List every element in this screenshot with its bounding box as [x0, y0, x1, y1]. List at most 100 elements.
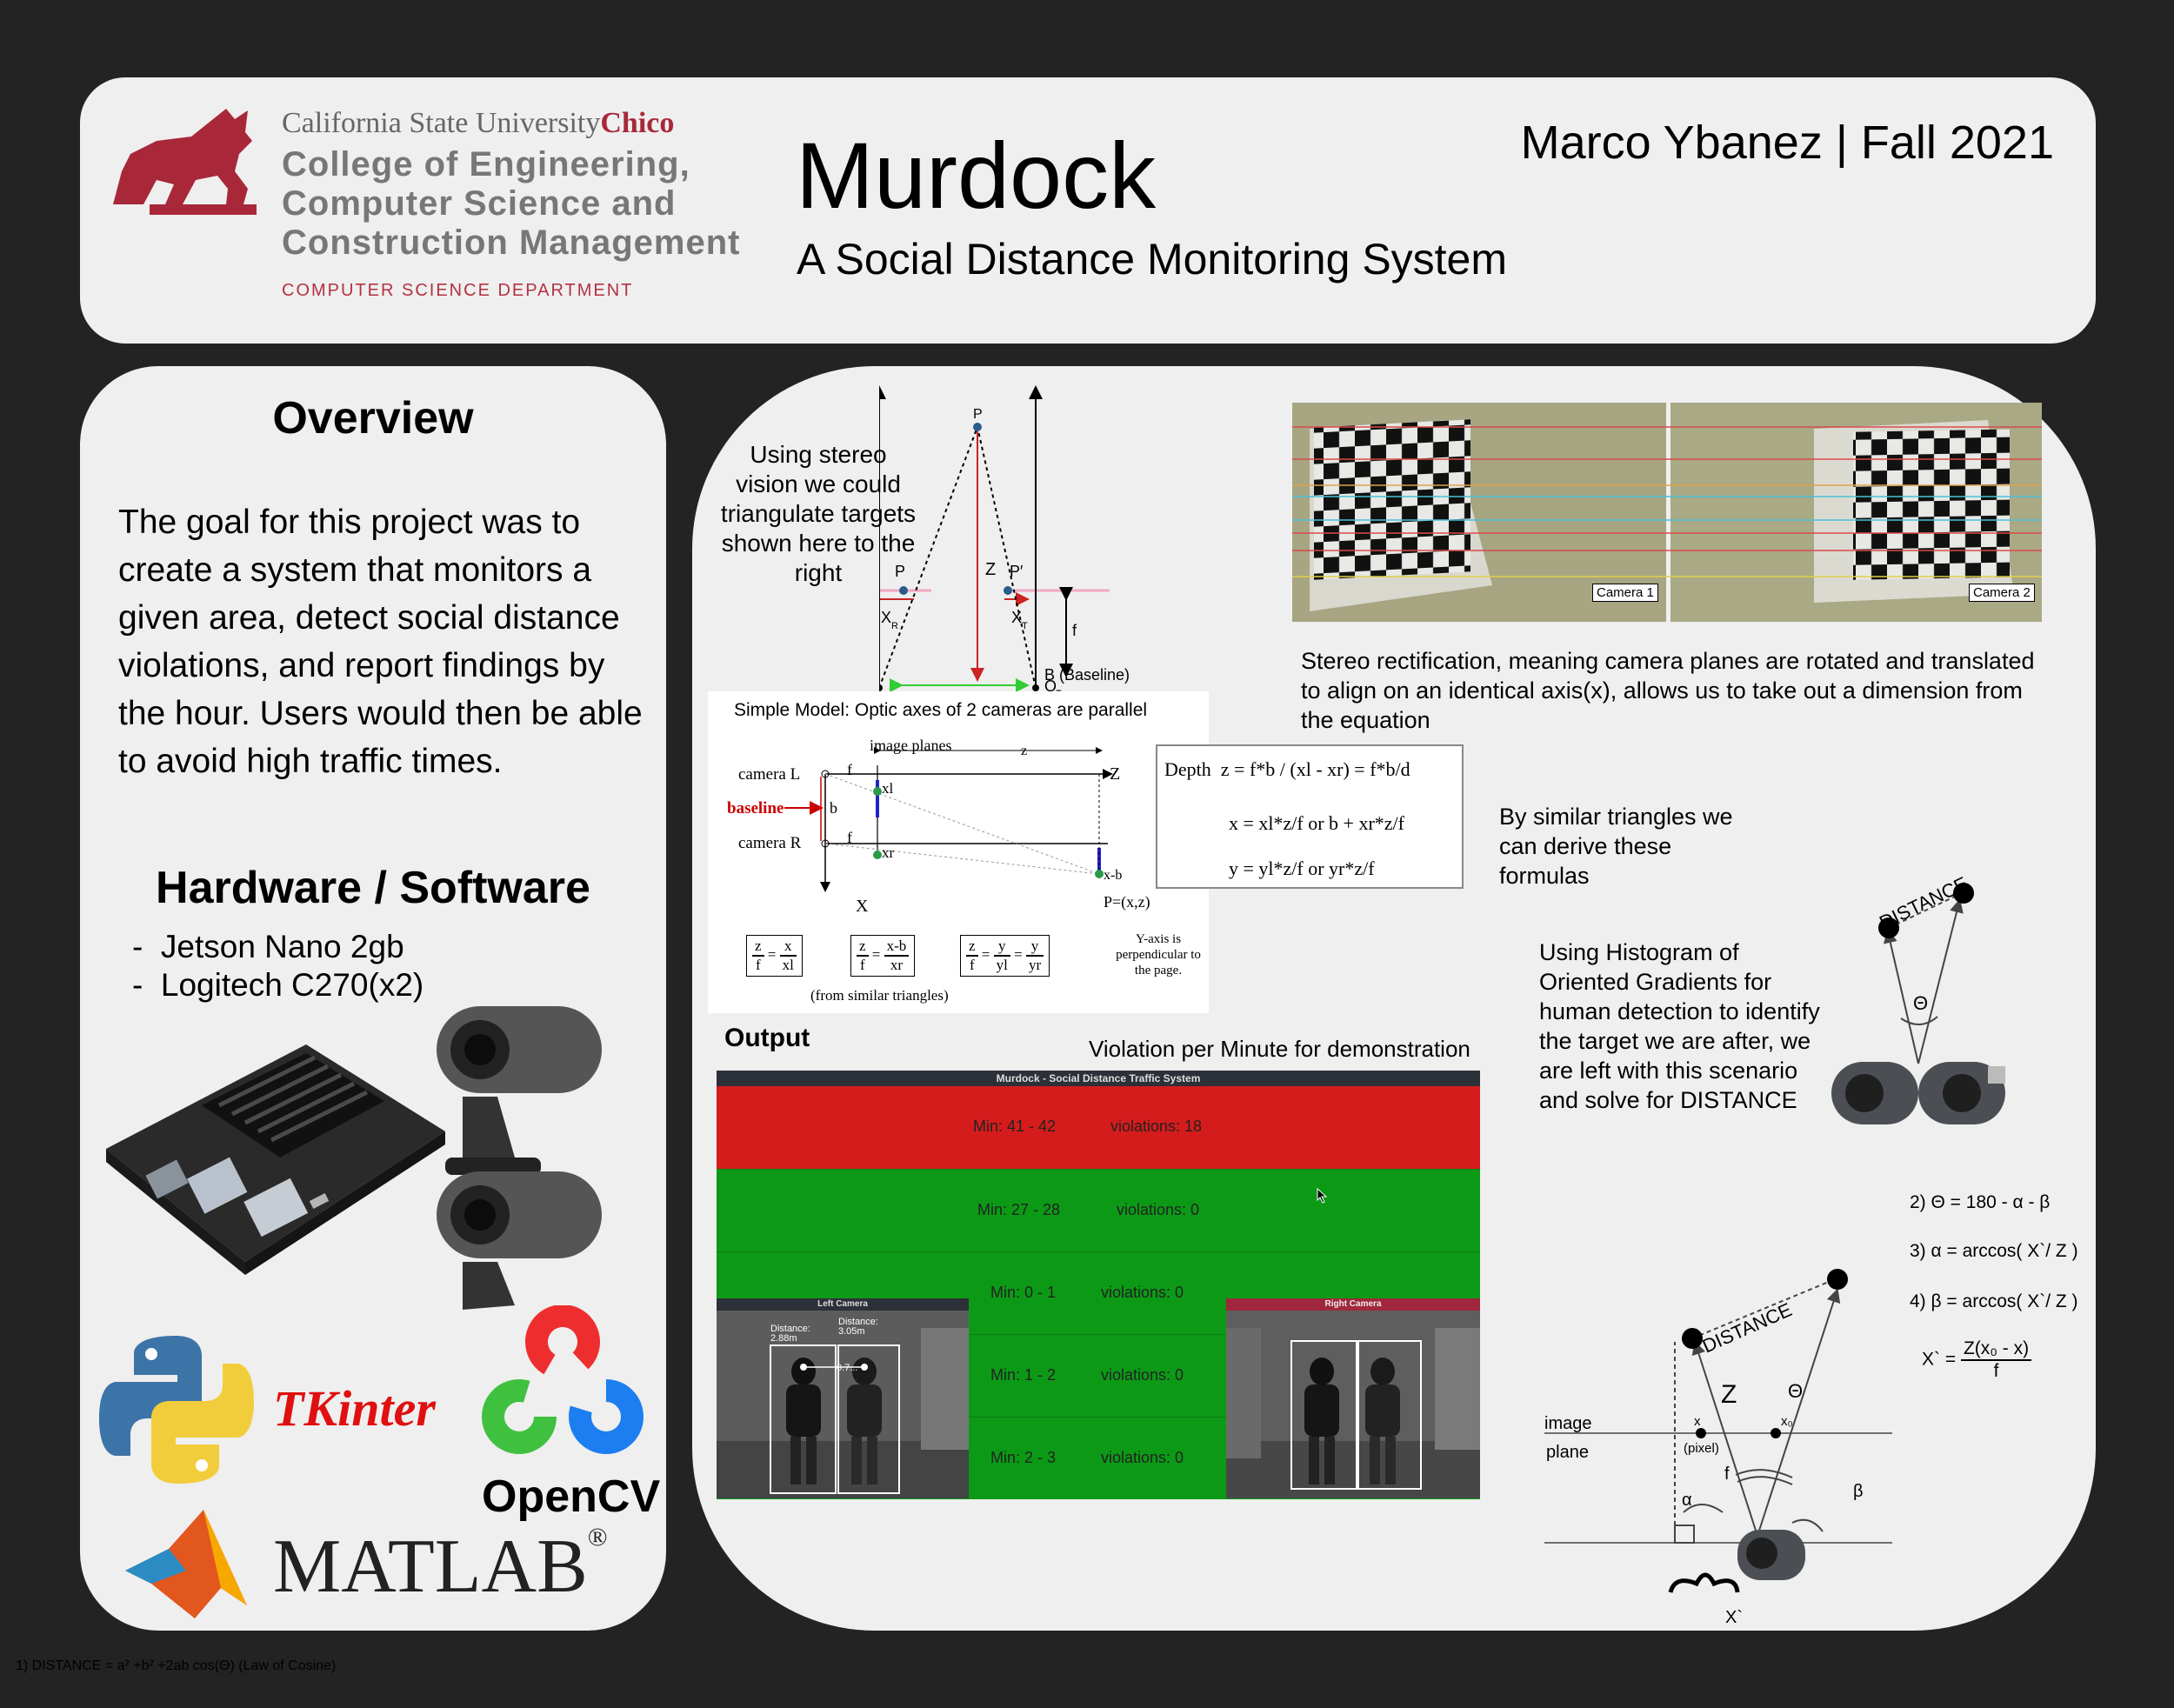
- hardware-item-jetson: Jetson Nano 2gb: [160, 929, 404, 964]
- geometry-beta-label: β: [1853, 1482, 1864, 1501]
- wildcat-logo-icon: [113, 109, 257, 215]
- label-f: f: [1072, 622, 1077, 639]
- eq1-b-num: x: [779, 937, 797, 957]
- stereo-caption: Using stereo vision we could triangulate…: [720, 441, 917, 586]
- label-ot: O: [1044, 677, 1057, 695]
- webcam-image: [437, 1006, 602, 1310]
- y-axis-note: Y-axis is perpendicular to the page.: [1116, 932, 1201, 977]
- overview-body: The goal for this project was to create …: [118, 504, 643, 780]
- college-line-2: Computer Science and: [282, 184, 677, 223]
- distance-value-2: 3.05m: [838, 1326, 865, 1337]
- label-xt: X: [1011, 609, 1022, 626]
- overview-heading: Overview: [272, 393, 474, 444]
- label-p-top: P: [973, 407, 983, 422]
- eq3-b-den: yl: [996, 957, 1008, 973]
- f2-label: f: [847, 829, 852, 846]
- geometry-eq-4: 4) β = arccos( X`/ Z ): [1910, 1291, 2078, 1311]
- label-xr: X: [881, 609, 891, 626]
- xr-label: xr: [882, 844, 895, 861]
- department-label: COMPUTER SCIENCE DEPARTMENT: [282, 281, 634, 300]
- csu-name-part1: California State University: [282, 107, 601, 139]
- image-planes-label: image planes: [870, 737, 952, 754]
- geometry-f-label: f: [1724, 1464, 1730, 1484]
- left-camera-window: Left Camera Distance: 2.88m Distance: 3.05…: [717, 1298, 969, 1498]
- eq3-a-den: f: [969, 957, 975, 973]
- eq1-a-den: f: [755, 957, 761, 973]
- label-xt-sub: T: [1022, 621, 1028, 631]
- matlab-logo-icon: [125, 1510, 247, 1618]
- geometry-pixel-label: (pixel): [1684, 1441, 1719, 1456]
- matlab-registered-mark: ®: [587, 1523, 608, 1551]
- tkinter-logo: TKinter: [273, 1380, 436, 1437]
- distance-value-1: 2.88m: [770, 1333, 797, 1344]
- hardware-heading: Hardware / Software: [156, 863, 590, 913]
- x-axis-label: X: [856, 897, 869, 916]
- opencv-label: OpenCV: [482, 1471, 661, 1522]
- geometry-xprime-label: X`: [1725, 1608, 1743, 1627]
- label-xr-sub: R: [891, 621, 898, 631]
- row-min: Min: 1 - 2: [990, 1366, 1057, 1384]
- right-camera-title: Right Camera: [1226, 1298, 1480, 1311]
- z-top-label: z: [1021, 744, 1028, 758]
- row-violations: violations: 18: [1110, 1118, 1203, 1135]
- csu-name-chico: Chico: [600, 107, 675, 139]
- simple-model-diagram: Simple Model: Optic axes of 2 cameras ar…: [708, 691, 1209, 1013]
- hog-caption: Using Histogram of Oriented Gradients fo…: [1539, 939, 1820, 1113]
- baseline-label: B (Baseline): [1044, 666, 1130, 684]
- hardware-item-logitech: Logitech C270(x2): [160, 967, 424, 1003]
- geometry-eq-3: 3) α = arccos( X`/ Z ): [1910, 1241, 2078, 1261]
- camera-l-label: camera L: [738, 765, 801, 784]
- rectification-caption: Stereo rectification, meaning camera pla…: [1301, 648, 2035, 733]
- jetson-nano-image: [106, 1044, 445, 1275]
- college-line-3: Construction Management: [282, 224, 741, 262]
- xl-label: xl: [882, 780, 894, 797]
- camera-2-label: Camera 2: [1969, 584, 2035, 602]
- camera-1-label: Camera 1: [1592, 584, 1658, 602]
- depth-label: Depth: [1164, 758, 1211, 780]
- row-violations: violations: 0: [1101, 1449, 1184, 1466]
- camera-r-label: camera R: [738, 834, 802, 852]
- eq3-c-den: yr: [1028, 957, 1042, 973]
- distance-geometry-diagram: DISTANCE Z Θ image plane x (pixel) x₀ f …: [1544, 1269, 1892, 1627]
- hog-angle-diagram: Θ DISTANCE: [1831, 872, 2005, 1124]
- page-title: Murdock: [796, 123, 1157, 228]
- output-caption: Violation per Minute for demonstration: [1089, 1036, 1470, 1062]
- author-label: Marco Ybanez | Fall 2021: [1520, 117, 2054, 169]
- baseline-red-label: baseline: [727, 799, 784, 817]
- eq1-b-den: xl: [782, 957, 794, 973]
- left-camera-title: Left Camera: [717, 1298, 969, 1311]
- row-min: Min: 0 - 1: [990, 1284, 1057, 1301]
- distance-label-2: Distance:: [838, 1317, 878, 1327]
- z-axis-label: Z: [1110, 764, 1121, 784]
- eq2-b-den: xr: [890, 957, 904, 973]
- label-p-left: P: [895, 563, 905, 580]
- y-formula: y = yl*z/f or yr*z/f: [1229, 857, 1375, 879]
- geometry-eq-5-lhs: X` =: [1922, 1349, 1961, 1370]
- college-line-1: College of Engineering,: [282, 145, 690, 183]
- stereo-triangulation-diagram: P P P′ Z X R X T f O R O T: [879, 385, 1110, 697]
- depth-formulas-box: Depth z = f*b / (xl - xr) = f*b/d x = xl…: [1156, 744, 1464, 889]
- geometry-z-label: Z: [1721, 1380, 1737, 1409]
- x-formula: x = xl*z/f or b + xr*z/f: [1229, 812, 1404, 834]
- from-triangles-label: (from similar triangles): [810, 987, 949, 1004]
- hardware-item: - Jetson Nano 2gb: [132, 929, 404, 964]
- row-min: Min: 27 - 28: [977, 1201, 1061, 1218]
- simple-model-title: Simple Model: Optic axes of 2 cameras ar…: [734, 700, 1148, 720]
- geometry-theta-label: Θ: [1788, 1380, 1803, 1402]
- python-logo-icon: [99, 1336, 254, 1484]
- traffic-system-window: Murdock - Social Distance Traffic System…: [717, 1071, 1480, 1499]
- violation-row: Min: 41 - 42 violations: 18: [717, 1086, 1480, 1169]
- depth-formula: z = f*b / (xl - xr) = f*b/d: [1220, 758, 1410, 780]
- f1-label: f: [847, 761, 852, 778]
- right-camera-window: Right Camera: [1226, 1298, 1480, 1498]
- output-heading: Output: [724, 1024, 810, 1052]
- geometry-eq-5-num: Z(x₀ - x): [1960, 1338, 2032, 1361]
- eq2-b-num: x-b: [884, 937, 910, 957]
- hog-theta-label: Θ: [1913, 992, 1928, 1014]
- hardware-item: - Logitech C270(x2): [132, 967, 424, 1003]
- eq3-equals: =: [981, 945, 990, 963]
- mouse-cursor-icon: [1317, 1188, 1328, 1204]
- row-violations: violations: 0: [1101, 1366, 1184, 1384]
